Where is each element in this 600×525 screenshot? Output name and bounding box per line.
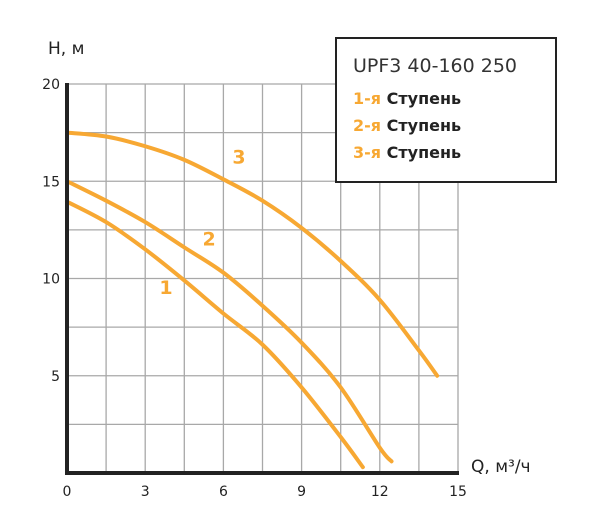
- curve-stage-3: [65, 130, 440, 378]
- curves: 1 2 3: [65, 130, 440, 470]
- legend-label: Ступень: [386, 143, 462, 162]
- x-tick-label: 12: [371, 484, 389, 500]
- x-tick-label: 15: [449, 484, 467, 500]
- y-tick-label: 10: [42, 272, 60, 288]
- legend-item-1: 1-я Ступень: [353, 89, 461, 108]
- axes: [65, 83, 459, 475]
- legend-num: 1-я: [353, 89, 382, 108]
- legend-num: 3-я: [353, 143, 382, 162]
- y-tick-label: 5: [51, 369, 60, 385]
- x-axis-label: Q, м³/ч: [471, 457, 531, 477]
- y-tick-label: 15: [42, 174, 60, 190]
- curve-stage-2: [65, 179, 394, 464]
- legend-title: UPF3 40-160 250: [353, 55, 518, 77]
- x-tick-label: 6: [219, 484, 228, 500]
- curve-label-3: 3: [232, 147, 245, 169]
- grid: [67, 83, 459, 473]
- x-tick-label: 3: [141, 484, 150, 500]
- legend-num: 2-я: [353, 116, 382, 135]
- legend-item-2: 2-я Ступень: [353, 116, 461, 135]
- x-tick-label: 0: [63, 484, 72, 500]
- y-axis-label: H, м: [48, 39, 84, 59]
- legend-label: Ступень: [386, 116, 462, 135]
- y-tick-label: 20: [42, 77, 60, 93]
- x-tick-label: 9: [297, 484, 306, 500]
- curve-stage-1: [65, 199, 365, 470]
- legend-label: Ступень: [386, 89, 462, 108]
- curve-label-2: 2: [202, 228, 215, 250]
- legend: UPF3 40-160 250 1-я Ступень 2-я Ступень …: [335, 37, 557, 183]
- legend-item-3: 3-я Ступень: [353, 143, 461, 162]
- curve-label-1: 1: [159, 277, 172, 299]
